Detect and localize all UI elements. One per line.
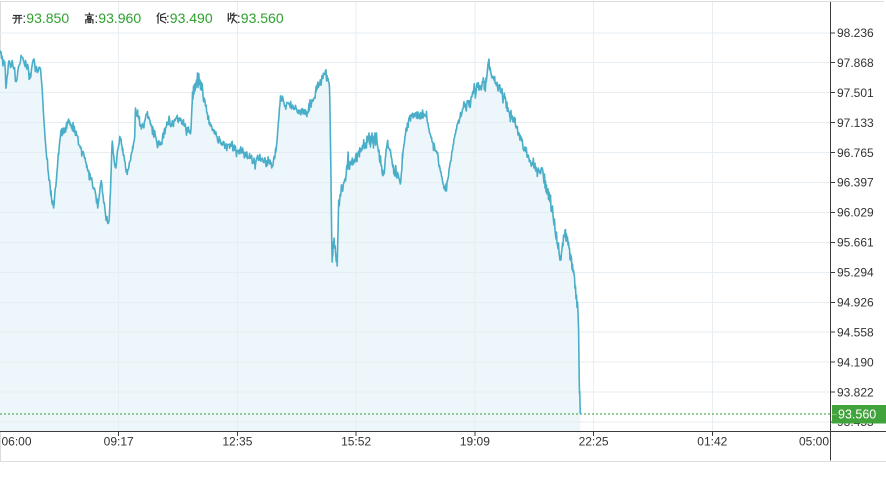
svg-text:06:00: 06:00 [2,435,32,449]
svg-text:09:17: 09:17 [104,435,134,449]
svg-text:22:25: 22:25 [579,435,609,449]
svg-text:93.850: 93.850 [26,10,69,26]
svg-text:97.501: 97.501 [837,86,874,100]
svg-text::: : [94,10,98,26]
svg-text:94.190: 94.190 [837,355,874,369]
svg-text:97.868: 97.868 [837,56,874,70]
svg-text:93.822: 93.822 [837,385,874,399]
svg-text:95.661: 95.661 [837,236,874,250]
svg-text:93.960: 93.960 [98,10,141,26]
svg-text:95.294: 95.294 [837,266,874,280]
svg-text:12:35: 12:35 [222,435,252,449]
svg-text:94.926: 94.926 [837,296,874,310]
svg-text:93.560: 93.560 [838,407,876,421]
svg-text:93.490: 93.490 [170,10,213,26]
svg-text::: : [166,10,170,26]
svg-text:19:09: 19:09 [460,435,490,449]
svg-text:98.236: 98.236 [837,26,874,40]
svg-text:93.560: 93.560 [241,10,284,26]
svg-text:15:52: 15:52 [341,435,371,449]
svg-text:96.397: 96.397 [837,176,874,190]
svg-text:96.765: 96.765 [837,146,874,160]
svg-text:97.133: 97.133 [837,116,874,130]
svg-text:05:00: 05:00 [799,435,829,449]
svg-text:94.558: 94.558 [837,325,874,339]
svg-text:96.029: 96.029 [837,206,874,220]
svg-text:01:42: 01:42 [697,435,727,449]
svg-text::: : [22,10,26,26]
svg-text::: : [237,10,241,26]
